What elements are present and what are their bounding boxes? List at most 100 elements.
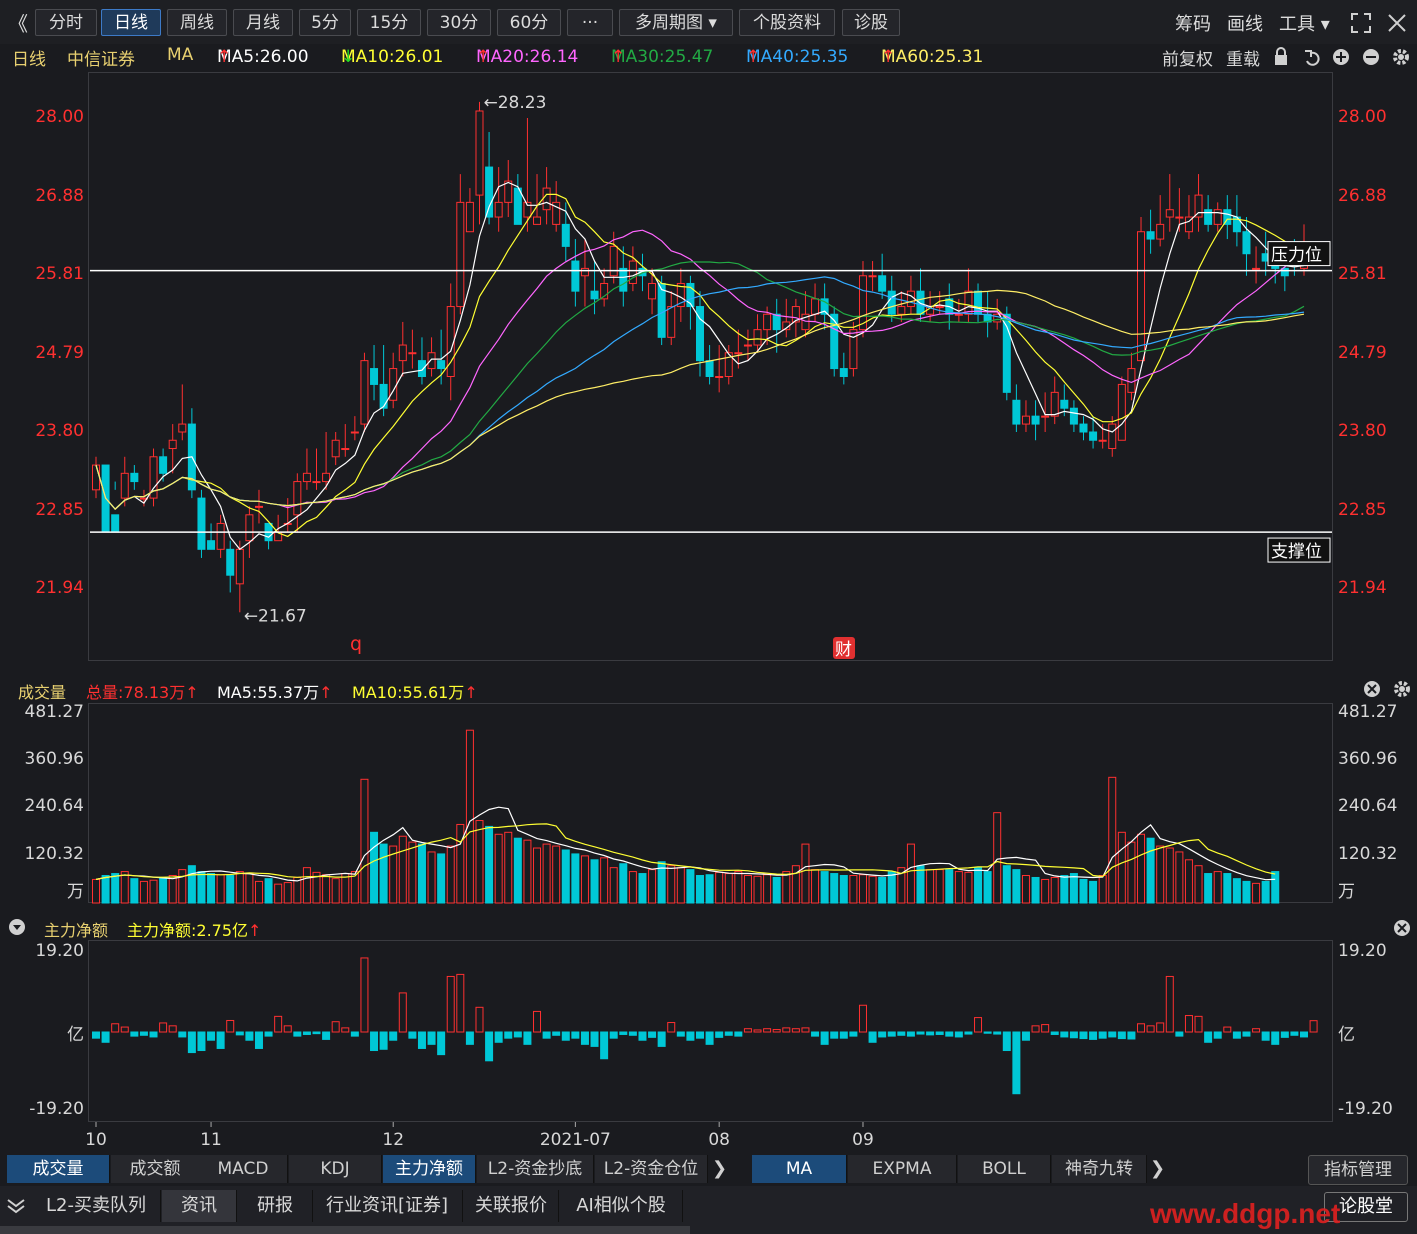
indicator-tab-1[interactable]: 成交额 [111, 1155, 200, 1183]
next-arrow-icon[interactable]: ❯ [712, 1158, 728, 1179]
nav-tab-5[interactable]: AI相似个股 [560, 1190, 683, 1222]
x-axis-label: 11 [200, 1130, 222, 1150]
capital-bar [159, 1022, 168, 1033]
nav-tab-0[interactable]: L2-买卖队列 [32, 1190, 161, 1222]
indicator-tab-0[interactable]: 成交量 [7, 1155, 110, 1183]
zoom-in-icon[interactable] [1333, 49, 1349, 65]
zoom-out-icon[interactable] [1363, 49, 1379, 65]
capital-bar [533, 1010, 542, 1033]
candle [600, 268, 609, 307]
nav-tab-3[interactable]: 行业资讯[证券] [312, 1190, 463, 1222]
indicator-manage-button[interactable]: 指标管理 [1308, 1155, 1408, 1185]
nav-tab-4[interactable]: 关联报价 [464, 1190, 559, 1222]
fq-button[interactable]: 前复权 [1162, 50, 1213, 70]
capital-bar [868, 1031, 877, 1043]
nav-tab-1[interactable]: 资讯 [162, 1190, 237, 1222]
candle [408, 329, 417, 369]
candle [456, 174, 465, 315]
indicator-tab-6[interactable]: L2-资金仓位 [595, 1155, 708, 1183]
capital-bar [1127, 1031, 1136, 1040]
indicator-tab-5[interactable]: L2-资金抄底 [477, 1155, 594, 1183]
volume-bar [465, 729, 474, 904]
ma-label[interactable]: MA [167, 45, 194, 65]
chips-button[interactable]: 筹码 [1175, 14, 1211, 35]
period-tab-3[interactable]: 月线 [233, 9, 293, 36]
capital-bar [1050, 1031, 1059, 1035]
overlay-tab-2[interactable]: BOLL [958, 1155, 1051, 1183]
volume-tick-left: 481.27 [24, 702, 84, 722]
reload-button[interactable]: 重载 [1226, 50, 1260, 70]
volume-bar [283, 882, 292, 904]
overlay-tab-3[interactable]: 神奇九转 [1052, 1155, 1147, 1183]
volume-bar [849, 875, 858, 904]
capital-bar [485, 1031, 494, 1062]
capital-bar [954, 1031, 963, 1038]
capital-bar [1232, 1031, 1241, 1039]
candle [379, 345, 388, 417]
indicator-tab-3[interactable]: KDJ [289, 1155, 382, 1183]
capital-bar [1184, 1015, 1193, 1033]
period-tab-9[interactable]: 多周期图 ▾ [619, 9, 733, 36]
forum-button[interactable]: 论股堂 [1324, 1192, 1408, 1222]
close-icon[interactable] [1364, 681, 1380, 697]
overlay-tab-0[interactable]: MA [752, 1155, 847, 1183]
volume-tick-left: 120.32 [24, 843, 84, 864]
high-price-label: ←28.23 [483, 93, 546, 113]
candle [1117, 376, 1126, 441]
candle [350, 416, 359, 441]
capital-bar [398, 992, 407, 1033]
candle [1021, 400, 1030, 432]
undo-icon[interactable] [1305, 50, 1320, 66]
period-tab-11[interactable]: 诊股 [842, 9, 900, 36]
nav-tab-2[interactable]: 研报 [238, 1190, 313, 1222]
capital-bar [1031, 1025, 1040, 1033]
indicator-tab-2[interactable]: MACD [199, 1155, 288, 1183]
capital-bar [274, 1015, 283, 1033]
candle [302, 448, 311, 490]
period-tab-2[interactable]: 周线 [167, 9, 227, 36]
capital-bar [945, 1031, 954, 1037]
scrollbar[interactable] [0, 1226, 690, 1234]
volume-bar [600, 857, 609, 904]
capital-bar [216, 1031, 225, 1049]
capital-bar [456, 973, 465, 1033]
period-tab-4[interactable]: 5分 [299, 9, 351, 36]
settings-icon[interactable] [1393, 49, 1409, 65]
capital-bar [724, 1031, 733, 1036]
period-tab-1[interactable]: 日线 [101, 9, 161, 36]
volume-bar [1108, 776, 1117, 904]
volume-bar [513, 837, 522, 904]
volume-bar [494, 833, 503, 904]
fullscreen-icon[interactable] [1350, 12, 1372, 34]
volume-bar [254, 880, 263, 904]
volume-bar [427, 851, 436, 904]
collapse-icon[interactable] [8, 918, 26, 936]
overlay-tab-1[interactable]: EXPMA [848, 1155, 957, 1183]
draw-button[interactable]: 画线 [1227, 14, 1263, 35]
candle [427, 337, 436, 377]
period-tab-5[interactable]: 15分 [357, 9, 421, 36]
indicator-tab-4[interactable]: 主力净额 [383, 1155, 476, 1183]
period-tab-7[interactable]: 60分 [497, 9, 561, 36]
capital-bar [1146, 1025, 1155, 1033]
candle [868, 261, 877, 292]
back-icon[interactable]: 《 [8, 12, 28, 36]
capital-bar [264, 1031, 273, 1037]
close-icon[interactable] [1392, 918, 1412, 938]
next-arrow-icon[interactable]: ❯ [1150, 1158, 1166, 1179]
capital-bar [1041, 1024, 1050, 1033]
volume-bar [1031, 876, 1040, 904]
tools-button[interactable]: 工具 ▾ [1279, 14, 1330, 35]
period-tab-10[interactable]: 个股资料 [739, 9, 835, 36]
volume-bar [1271, 871, 1280, 904]
close-icon[interactable] [1386, 12, 1408, 34]
lock-icon[interactable] [1275, 47, 1287, 65]
period-tab-6[interactable]: 30分 [427, 9, 491, 36]
collapse-icon[interactable] [6, 1198, 26, 1214]
period-tab-8[interactable]: ··· [567, 9, 613, 36]
period-tab-0[interactable]: 分时 [35, 9, 97, 36]
volume-bar [820, 871, 829, 904]
capital-bar [360, 957, 369, 1033]
settings-icon[interactable] [1394, 681, 1410, 697]
candle [120, 456, 129, 507]
